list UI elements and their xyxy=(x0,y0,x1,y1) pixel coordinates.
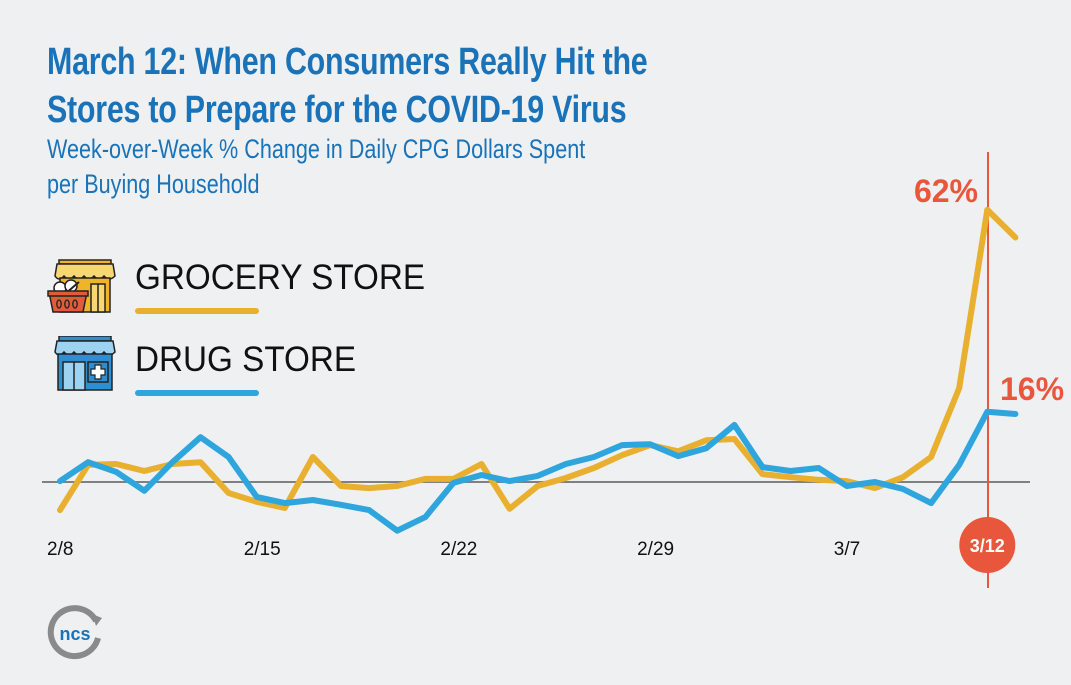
logo-text: ncs xyxy=(59,624,90,644)
highlight-date-badge xyxy=(959,517,1016,573)
legend-swatch-grocery xyxy=(135,308,259,314)
chart-subtitle: Week-over-Week % Change in Daily CPG Dol… xyxy=(47,132,585,202)
subtitle-line-2: per Buying Household xyxy=(47,169,260,199)
legend-swatch-drug xyxy=(135,390,259,396)
legend-label-drug: DRUG STORE xyxy=(135,340,357,379)
title-line-1: March 12: When Consumers Really Hit the xyxy=(47,41,648,83)
drug-peak-annotation: 16% xyxy=(1000,371,1064,407)
grocery-peak-annotation: 62% xyxy=(914,173,978,209)
x-tick-label: 2/15 xyxy=(244,539,281,560)
x-tick-label: 2/22 xyxy=(440,539,477,560)
legend-label-grocery: GROCERY STORE xyxy=(135,258,426,297)
series-line-drug xyxy=(57,408,1019,534)
title-line-2: Stores to Prepare for the COVID-19 Virus xyxy=(47,89,627,131)
ncs-logo: ncs xyxy=(47,605,102,660)
subtitle-line-1: Week-over-Week % Change in Daily CPG Dol… xyxy=(47,134,586,164)
grocery-store-icon xyxy=(47,259,116,313)
drug-store-icon xyxy=(54,336,116,391)
logo-ring xyxy=(47,605,101,660)
x-tick-label: 3/7 xyxy=(834,539,860,560)
x-tick-label: 2/29 xyxy=(637,539,674,560)
logo-arrow-icon xyxy=(92,614,102,626)
x-tick-label: 2/8 xyxy=(47,539,73,560)
highlight-date-label: 3/12 xyxy=(970,536,1005,556)
chart-title: March 12: When Consumers Really Hit the … xyxy=(47,38,648,134)
